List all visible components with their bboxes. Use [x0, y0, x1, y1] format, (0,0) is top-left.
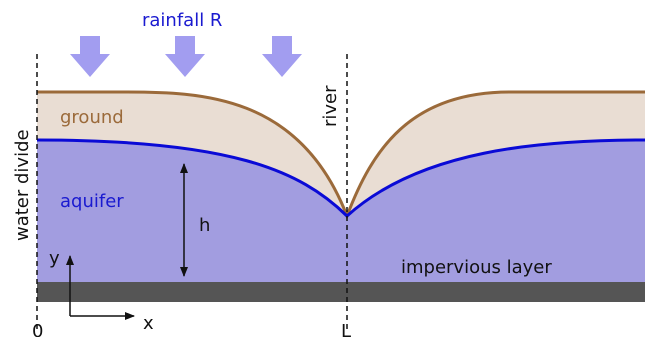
y-axis-label: y: [49, 248, 60, 269]
down-arrow-icon: [262, 36, 302, 77]
ground-region: [37, 92, 645, 216]
river-label: river: [320, 85, 341, 127]
water-divide-label: water divide: [12, 129, 33, 241]
impervious-layer: [37, 282, 645, 302]
down-arrow-icon: [70, 36, 110, 77]
x-axis-label: x: [143, 313, 154, 334]
ground-label: ground: [60, 107, 124, 128]
river-position-label: L: [341, 321, 351, 337]
aquifer-label: aquifer: [60, 191, 124, 212]
h-label: h: [199, 215, 210, 236]
origin-label: 0: [32, 321, 43, 337]
rainfall-label: rainfall R: [142, 10, 222, 31]
down-arrow-icon: [165, 36, 205, 77]
impervious-layer-label: impervious layer: [401, 257, 552, 278]
water-table-line: [36, 138, 645, 219]
